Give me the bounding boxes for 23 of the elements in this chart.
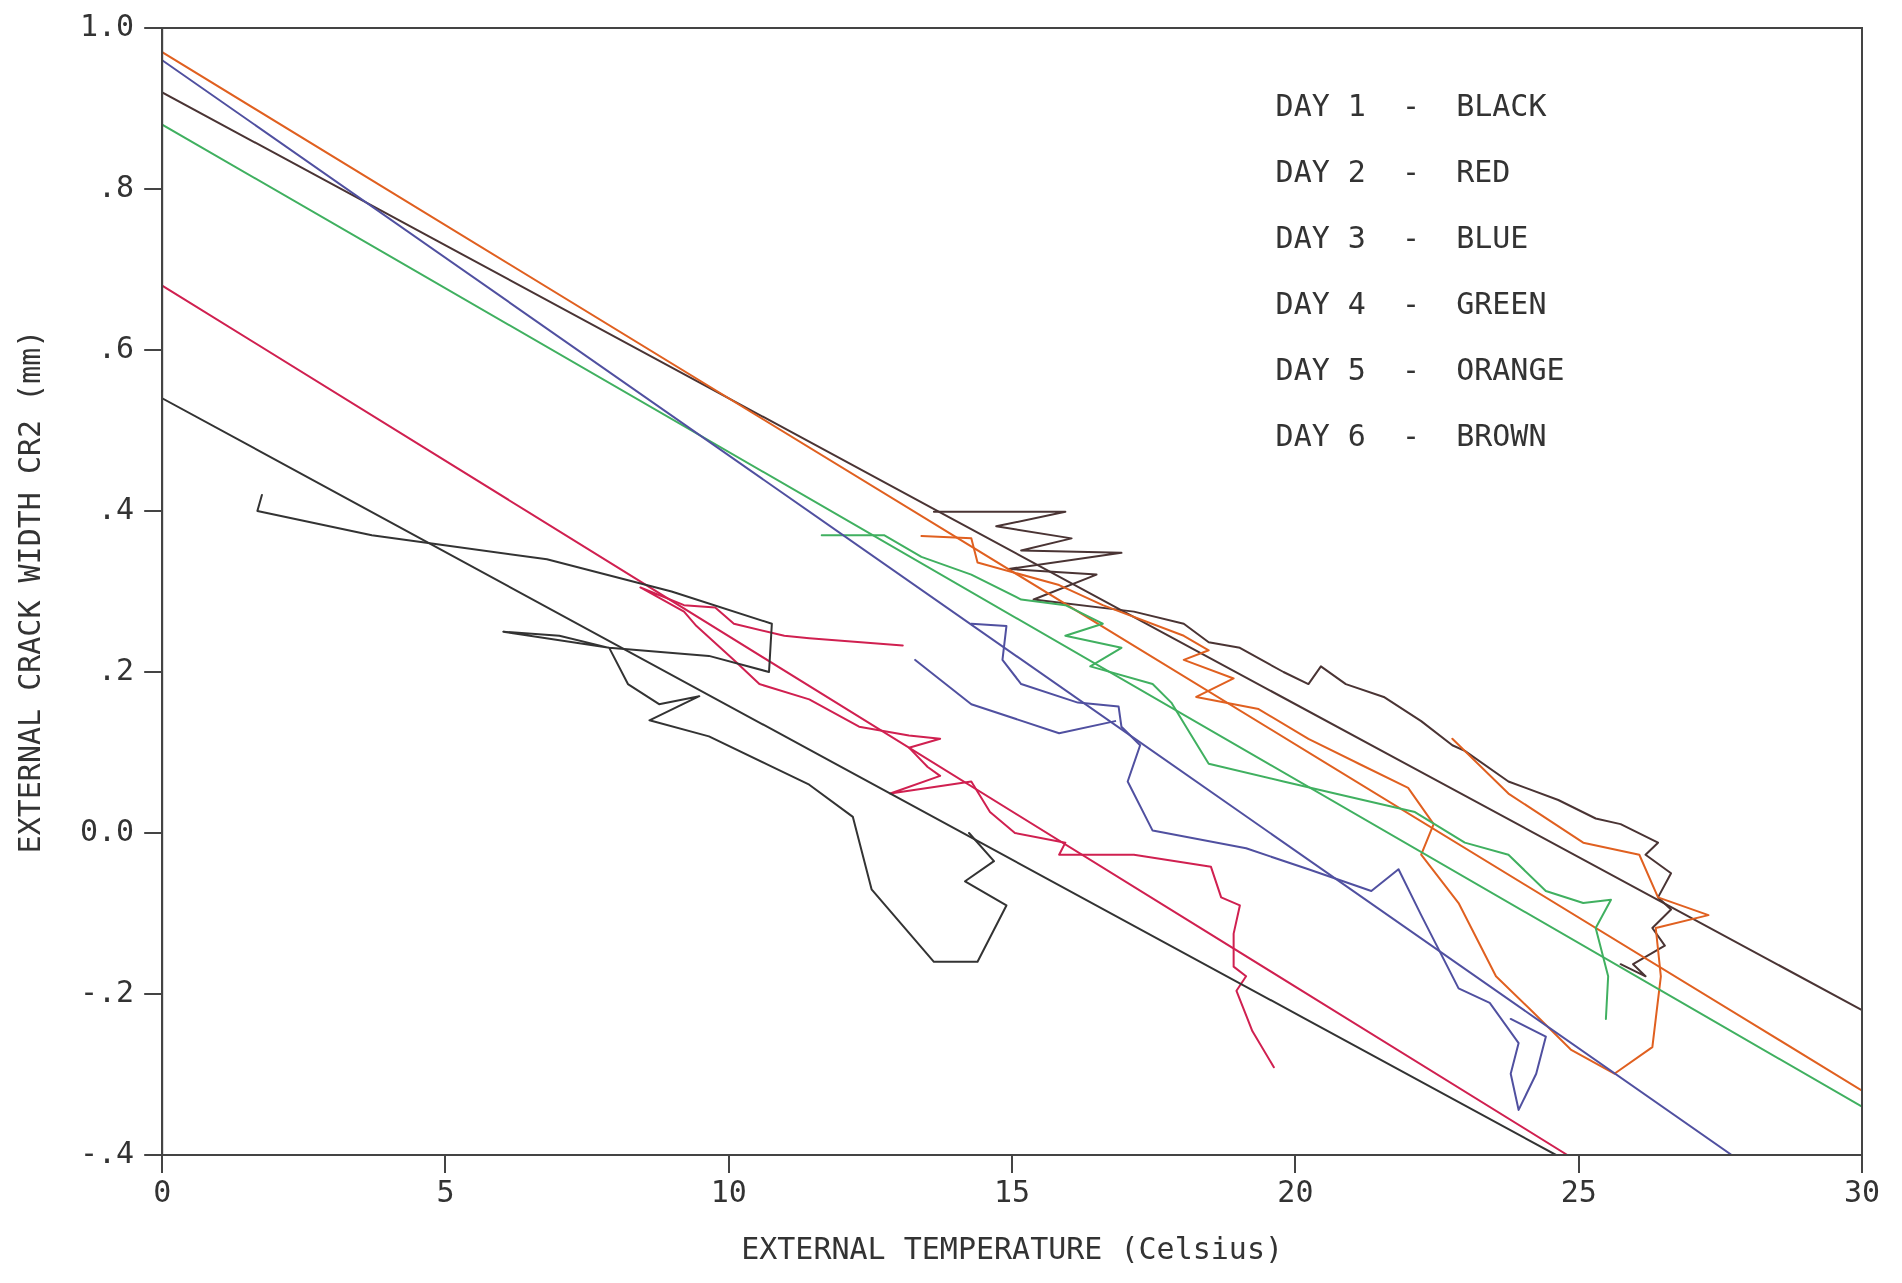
x-tick-label: 0 [153, 1173, 172, 1209]
y-tick-label: -.2 [80, 973, 135, 1009]
annotation: DAY 3 - BLUE [1275, 219, 1529, 255]
annotation: DAY 2 - RED [1275, 153, 1511, 189]
y-tick-label: .6 [98, 329, 135, 365]
annotation: DAY 4 - GREEN [1275, 285, 1547, 321]
x-tick-label: 25 [1560, 1173, 1597, 1209]
y-tick-label: -.4 [80, 1134, 135, 1170]
y-tick-label: .8 [98, 168, 135, 204]
x-tick-label: 5 [436, 1173, 455, 1209]
annotation: DAY 1 - BLACK [1275, 87, 1547, 123]
annotation: DAY 5 - ORANGE [1275, 351, 1565, 387]
y-tick-label: 0.0 [80, 812, 135, 848]
x-tick-label: 30 [1843, 1173, 1881, 1209]
y-axis-title: EXTERNAL CRACK WIDTH CR2 (mm) [11, 329, 47, 854]
x-tick-label: 15 [994, 1173, 1031, 1209]
y-tick-label: 1.0 [80, 7, 135, 43]
y-tick-label: .4 [98, 490, 135, 526]
y-tick-label: .2 [98, 651, 135, 687]
x-axis-title: EXTERNAL TEMPERATURE (Celsius) [741, 1230, 1284, 1266]
x-tick-label: 20 [1277, 1173, 1314, 1209]
x-tick-label: 10 [710, 1173, 747, 1209]
annotation: DAY 6 - BROWN [1275, 417, 1547, 453]
